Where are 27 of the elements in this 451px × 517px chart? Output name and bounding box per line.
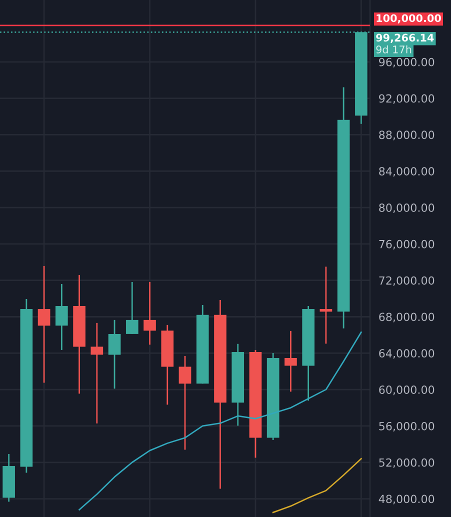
candlestick — [178, 355, 192, 450]
y-tick-label: 56,000.00 — [379, 422, 434, 432]
y-tick-label: 84,000.00 — [379, 167, 434, 177]
candlestick — [126, 281, 138, 335]
ref-line-label: 99,266.14 — [376, 34, 434, 43]
candlestick — [144, 281, 156, 346]
y-tick-label: 68,000.00 — [379, 312, 434, 322]
y-tick-label: 72,000.00 — [379, 276, 434, 286]
y-tick-label: 92,000.00 — [379, 94, 434, 104]
candlestick — [284, 330, 297, 392]
line-series — [78, 332, 362, 510]
y-tick-label: 80,000.00 — [379, 204, 434, 214]
y-tick-label: 64,000.00 — [379, 349, 434, 359]
y-tick-label: 48,000.00 — [378, 494, 434, 504]
candlestick — [90, 322, 104, 424]
line-series — [272, 458, 362, 514]
candlestick — [108, 319, 121, 390]
y-tick-label: 88,000.00 — [379, 130, 434, 140]
y-tick-label: 60,000.00 — [379, 386, 434, 396]
text: 9d 17h — [376, 45, 412, 54]
y-tick-label: 96,000.00 — [379, 58, 434, 68]
y-tick-label: 52,000.00 — [379, 458, 434, 468]
ref-line-label: 100,000.00 — [376, 14, 441, 24]
candlestick — [38, 265, 50, 384]
y-tick-label: 76,000.00 — [379, 240, 434, 250]
candlestick — [56, 283, 68, 351]
candlestick — [320, 266, 332, 344]
